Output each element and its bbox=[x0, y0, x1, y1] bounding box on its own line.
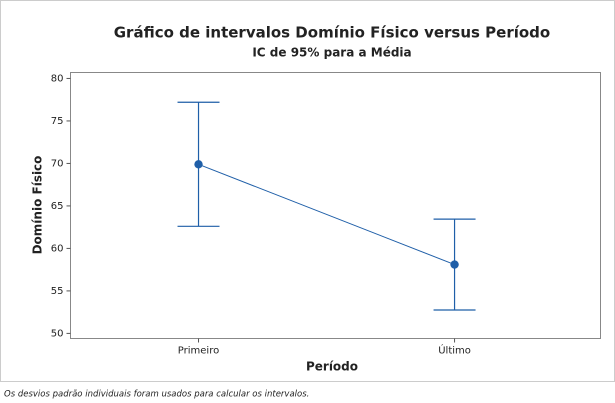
y-axis-label: Domínio Físico bbox=[31, 156, 45, 255]
mean-marker bbox=[450, 260, 459, 269]
y-tick-label: 55 bbox=[51, 286, 64, 297]
y-tick-label: 75 bbox=[51, 116, 64, 127]
y-tick-label: 65 bbox=[51, 201, 64, 212]
mean-line bbox=[198, 163, 455, 266]
x-tick-label: Primeiro bbox=[178, 346, 219, 357]
x-tick-label: Último bbox=[438, 344, 471, 357]
footnote: Os desvios padrão individuais foram usad… bbox=[4, 390, 309, 400]
y-tick-label: 80 bbox=[51, 73, 64, 84]
y-tick-label: 50 bbox=[51, 328, 64, 339]
y-tick-label: 70 bbox=[51, 158, 64, 169]
plot-frame bbox=[70, 72, 601, 339]
chart-title: Gráfico de intervalos Domínio Físico ver… bbox=[114, 24, 550, 42]
y-tick-label: 60 bbox=[51, 243, 64, 254]
mean-marker bbox=[194, 160, 203, 169]
chart-subtitle: IC de 95% para a Média bbox=[252, 46, 411, 60]
x-axis-label: Período bbox=[306, 360, 358, 374]
